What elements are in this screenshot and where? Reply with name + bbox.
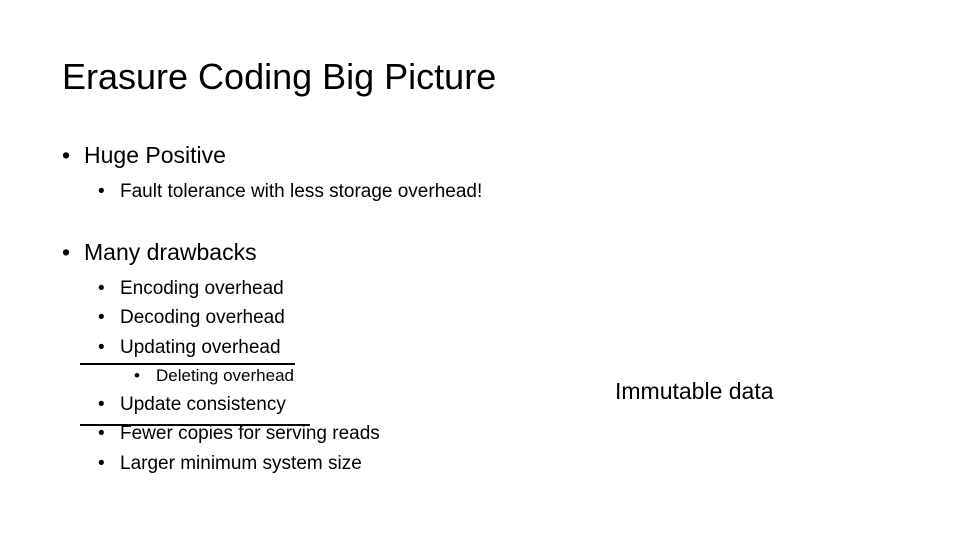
section2-item-after-0: Update consistency xyxy=(98,392,622,418)
section1-heading: Huge Positive xyxy=(62,140,622,171)
strikethrough-line xyxy=(80,363,295,365)
slide-content: Huge Positive Fault tolerance with less … xyxy=(62,140,622,481)
strikethrough-line xyxy=(80,424,310,426)
section2-item-after-2: Larger minimum system size xyxy=(98,451,622,477)
slide-title: Erasure Coding Big Picture xyxy=(62,56,496,98)
slide: Erasure Coding Big Picture Huge Positive… xyxy=(0,0,960,540)
section2-heading: Many drawbacks xyxy=(62,237,622,268)
section1-item-0: Fault tolerance with less storage overhe… xyxy=(98,179,622,205)
side-label: Immutable data xyxy=(615,378,774,405)
section2-item-2: Updating overhead xyxy=(98,335,622,361)
section2-item-0: Encoding overhead xyxy=(98,276,622,302)
section2-item-1: Decoding overhead xyxy=(98,305,622,331)
spacer xyxy=(62,209,622,237)
section2-subitem: Deleting overhead xyxy=(134,365,622,388)
